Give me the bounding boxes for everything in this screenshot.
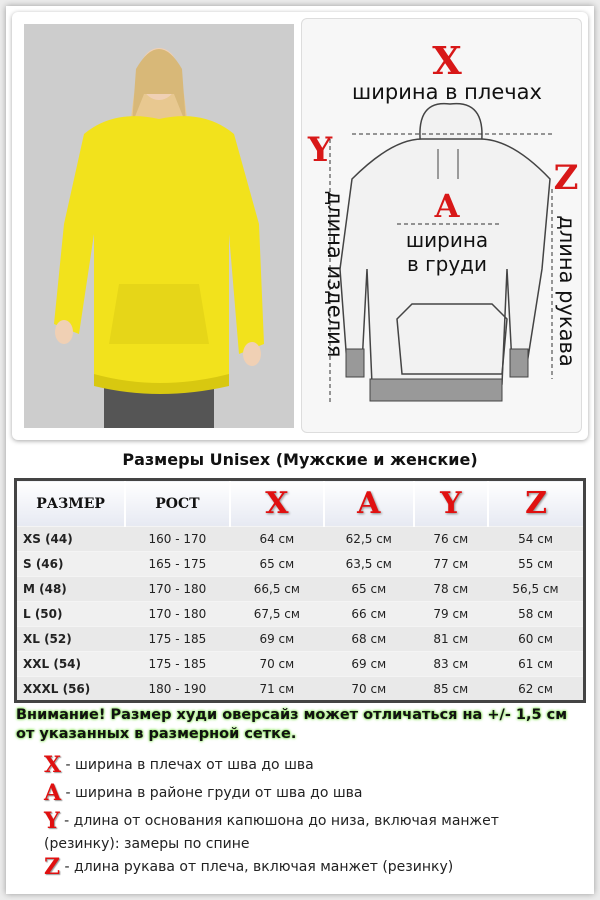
table-row: L (50) 170 - 180 67,5 см 66 см 79 см 58 см [15, 601, 585, 627]
cell-size: M (48) [15, 576, 126, 602]
cell-y: 83 см [413, 651, 489, 677]
cell-z: 60 см [488, 626, 585, 652]
legend-text: - длина от основания капюшона до низа, в… [44, 813, 499, 852]
cell-height: 175 - 185 [125, 626, 230, 652]
header-a: A [324, 479, 415, 527]
legend-letter: A [44, 780, 62, 806]
cell-z: 61 см [488, 651, 585, 677]
cell-x: 65 см [229, 551, 325, 577]
cell-y: 76 см [413, 526, 489, 552]
header-z: Z [488, 479, 586, 527]
legend-letter: Z [44, 854, 61, 880]
z-letter: Z [554, 158, 579, 198]
table-row: XS (44) 160 - 170 64 см 62,5 см 76 см 54 см [15, 526, 585, 552]
cell-a: 66 см [324, 601, 414, 627]
table-row: XXXL (56) 180 - 190 71 см 70 см 85 см 62 см [15, 676, 585, 702]
a-label-1: ширина [406, 228, 488, 252]
chart-title: Размеры Unisex (Мужские и женские) [122, 450, 478, 469]
header-x: X [229, 479, 326, 527]
legend-item-x: X - ширина в плечах от шва до шва [44, 754, 564, 777]
cell-size: XXXL (56) [15, 676, 126, 702]
cell-z: 58 см [488, 601, 585, 627]
table-row: XL (52) 175 - 185 69 см 68 см 81 см 60 см [15, 626, 585, 652]
cell-height: 170 - 180 [125, 601, 230, 627]
cell-x: 66,5 см [229, 576, 325, 602]
table-row: S (46) 165 - 175 65 см 63,5 см 77 см 55 см [15, 551, 585, 577]
a-letter: A [434, 187, 461, 225]
cell-y: 85 см [413, 676, 489, 702]
cell-a: 62,5 см [324, 526, 414, 552]
legend-item-a: A - ширина в районе груди от шва до шва [44, 782, 564, 805]
x-letter: X [432, 38, 462, 83]
cell-a: 63,5 см [324, 551, 414, 577]
cell-y: 77 см [413, 551, 489, 577]
cell-x: 71 см [229, 676, 325, 702]
legend-text: - длина рукава от плеча, включая манжет … [60, 859, 454, 875]
cell-x: 69 см [229, 626, 325, 652]
cell-a: 70 см [324, 676, 414, 702]
legend-text: - ширина в районе груди от шва до шва [61, 785, 363, 801]
warning-note: Внимание! Размер худи оверсайз может отл… [16, 707, 568, 742]
cell-size: XXL (54) [15, 651, 126, 677]
z-label: длина рукава [555, 215, 579, 366]
legend-text: - ширина в плечах от шва до шва [61, 757, 314, 773]
x-label: ширина в плечах [352, 80, 542, 104]
table-row: XXL (54) 175 - 185 70 см 69 см 83 см 61 см [15, 651, 585, 677]
cell-height: 160 - 170 [125, 526, 230, 552]
cell-size: XL (52) [15, 626, 126, 652]
cell-height: 170 - 180 [125, 576, 230, 602]
cell-x: 70 см [229, 651, 325, 677]
cell-z: 54 см [488, 526, 585, 552]
header-height: РОСТ [125, 479, 231, 527]
cell-z: 55 см [488, 551, 585, 577]
cell-y: 79 см [413, 601, 489, 627]
cell-height: 180 - 190 [125, 676, 230, 702]
cell-x: 64 см [229, 526, 325, 552]
a-label-2: в груди [407, 252, 487, 276]
legend-letter: Y [44, 808, 60, 834]
legend-item-z: Z - длина рукава от плеча, включая манже… [44, 856, 564, 879]
measurement-diagram: X ширина в плечах Y длина изделия Z длин… [301, 18, 582, 433]
cell-a: 69 см [324, 651, 414, 677]
header-size: РАЗМЕР [15, 479, 127, 527]
y-label: длина изделия [323, 191, 347, 358]
cell-a: 68 см [324, 626, 414, 652]
cell-y: 78 см [413, 576, 489, 602]
table-row: M (48) 170 - 180 66,5 см 65 см 78 см 56,5 см [15, 576, 585, 602]
cell-a: 65 см [324, 576, 414, 602]
product-photo [24, 24, 294, 428]
cell-height: 175 - 185 [125, 651, 230, 677]
cell-height: 165 - 175 [125, 551, 230, 577]
cell-y: 81 см [413, 626, 489, 652]
legend-item-y: Y - длина от основания капюшона до низа,… [44, 810, 564, 856]
cell-size: S (46) [15, 551, 126, 577]
cell-z: 56,5 см [488, 576, 585, 602]
header-y: Y [413, 479, 490, 527]
cell-size: L (50) [15, 601, 126, 627]
table-header-row: РАЗМЕР РОСТ X A Y Z [15, 479, 586, 527]
size-table: РАЗМЕР РОСТ X A Y Z XS (44) 160 - 170 64 с… [14, 478, 586, 703]
legend-letter: X [44, 752, 62, 778]
cell-size: XS (44) [15, 526, 126, 552]
y-letter: Y [307, 130, 333, 170]
cell-x: 67,5 см [229, 601, 325, 627]
cell-z: 62 см [488, 676, 585, 702]
